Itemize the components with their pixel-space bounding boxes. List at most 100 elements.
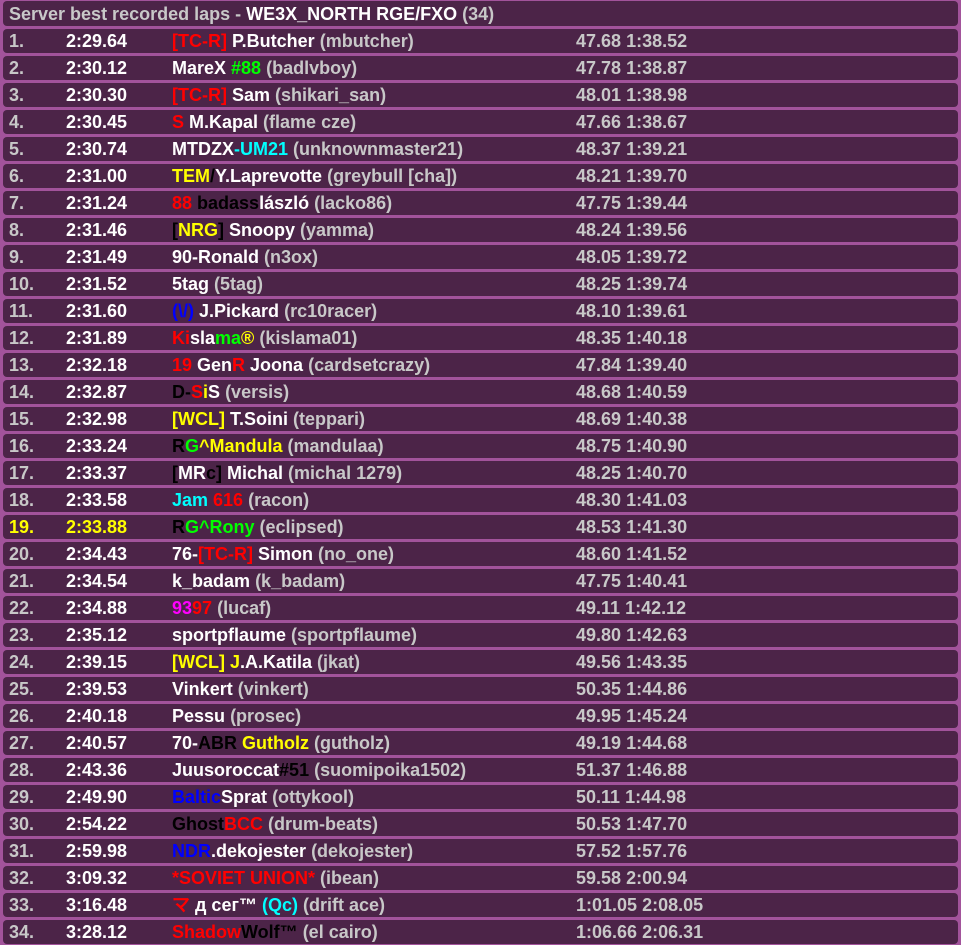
split-2: 1:40.59	[626, 382, 688, 402]
table-row: 21. 2:34.54 k_badam (k_badam) 47.75 1:40.41	[3, 569, 958, 593]
player-name: [WCL] T.Soini (teppari)	[172, 407, 365, 431]
split-times: 47.68 1:38.52	[576, 29, 687, 53]
lap-time: 2:29.64	[66, 31, 128, 51]
split-1: 47.75	[576, 193, 622, 213]
table-row: 10. 2:31.52 5tag (5tag) 48.25 1:39.74	[3, 272, 958, 296]
name-segment: Pessu	[172, 706, 226, 726]
player-name: ShadowWolf™ (el cairo)	[172, 920, 378, 944]
name-segment: G^Rony	[185, 517, 255, 537]
split-2: 1:43.35	[626, 652, 688, 672]
name-segment: MareX	[172, 58, 232, 78]
split-1: 47.84	[576, 355, 622, 375]
player-name: 9397 (lucaf)	[172, 596, 271, 620]
player-name: BalticSprat (ottykool)	[172, 785, 354, 809]
name-segment: Gen	[197, 355, 233, 375]
lap-time: 2:32.18	[66, 355, 128, 375]
player-name: [MRc] Michal (michal 1279)	[172, 461, 402, 485]
rank: 12.	[9, 328, 35, 348]
split-2: 2:00.94	[626, 868, 688, 888]
table-row: 19. 2:33.88 RG^Rony (eclipsed) 48.53 1:41.3…	[3, 515, 958, 539]
split-1: 49.19	[576, 733, 622, 753]
split-2: 1:44.98	[625, 787, 687, 807]
rank: 18.	[9, 490, 35, 510]
table-row: 29. 2:49.90 BalticSprat (ottykool) 50.11 1:…	[3, 785, 958, 809]
rank: 33.	[9, 895, 35, 915]
rank: 5.	[9, 139, 25, 159]
split-1: 47.75	[576, 571, 622, 591]
lap-time: 2:31.49	[66, 247, 128, 267]
lap-time: 2:32.98	[66, 409, 128, 429]
table-row: 5. 2:30.74 MTDZX-UM21 (unknownmaster21) 48.…	[3, 137, 958, 161]
name-segment: #51	[279, 760, 310, 780]
lap-time: 2:59.98	[66, 841, 128, 861]
player-name: D-SiS (versis)	[172, 380, 289, 404]
lap-time: 2:31.60	[66, 301, 128, 321]
name-segment: lászló	[259, 193, 310, 213]
name-segment: -UM21	[234, 139, 289, 159]
table-row: 32. 3:09.32 *SOVIET UNION* (ibean) 59.58 2:…	[3, 866, 958, 890]
split-2: 1:40.18	[626, 328, 688, 348]
split-2: 1:41.52	[626, 544, 688, 564]
name-segment: ABR	[198, 733, 238, 753]
name-segment: Jam	[172, 490, 214, 510]
username: (suomipoika1502)	[314, 760, 467, 780]
name-segment: BCC	[224, 814, 263, 834]
table-row: 3. 2:30.30 [TC-R] Sam (shikari_san) 48.01 1…	[3, 83, 958, 107]
rank: 22.	[9, 598, 35, 618]
name-segment: 76-	[172, 544, 199, 564]
name-segment: Ghost	[172, 814, 224, 834]
split-2: 2:08.05	[642, 895, 704, 915]
name-segment: G	[185, 436, 200, 456]
track-name: WE3X_NORTH RGE/FXO	[246, 4, 458, 24]
split-times: 49.11 1:42.12	[576, 596, 686, 620]
rank: 32.	[9, 868, 35, 888]
split-2: 1:40.41	[626, 571, 688, 591]
split-2: 1:38.98	[626, 85, 688, 105]
player-name: 5tag (5tag)	[172, 272, 263, 296]
name-segment: c]	[206, 463, 223, 483]
split-2: 1:42.12	[625, 598, 687, 618]
split-1: 48.25	[576, 463, 622, 483]
split-1: 47.68	[576, 31, 622, 51]
split-2: 1:39.56	[626, 220, 688, 240]
name-segment: Baltic	[172, 787, 222, 807]
split-1: 49.80	[576, 625, 622, 645]
name-segment: (\/)	[172, 301, 194, 321]
name-segment: *SOVIET UNION*	[172, 868, 316, 888]
split-2: 1:39.21	[626, 139, 688, 159]
split-1: 48.30	[576, 490, 622, 510]
split-2: 1:39.44	[626, 193, 688, 213]
lap-time: 2:30.45	[66, 112, 128, 132]
lap-time: 2:54.22	[66, 814, 128, 834]
split-2: 1:44.86	[626, 679, 688, 699]
lap-time: 2:30.12	[66, 58, 128, 78]
player-name: sportpflaume (sportpflaume)	[172, 623, 417, 647]
split-times: 1:06.66 2:06.31	[576, 920, 703, 944]
split-1: 48.35	[576, 328, 622, 348]
split-2: 1:45.24	[626, 706, 688, 726]
player-name: 76-[TC-R] Simon (no_one)	[172, 542, 394, 566]
split-1: 47.78	[576, 58, 622, 78]
lap-time: 2:31.46	[66, 220, 128, 240]
name-segment: Juusoroccat	[172, 760, 280, 780]
name-segment: ma	[215, 328, 242, 348]
split-2: 2:06.31	[642, 922, 704, 942]
username: (flame cze)	[263, 112, 357, 132]
lap-time: 3:09.32	[66, 868, 128, 888]
table-row: 20. 2:34.43 76-[TC-R] Simon (no_one) 48.60 …	[3, 542, 958, 566]
split-1: 50.11	[576, 787, 621, 807]
player-name: Juusoroccat#51 (suomipoika1502)	[172, 758, 466, 782]
rank: 30.	[9, 814, 35, 834]
username: (lucaf)	[217, 598, 272, 618]
lap-time: 2:40.18	[66, 706, 128, 726]
split-2: 1:39.61	[626, 301, 688, 321]
username: (vinkert)	[237, 679, 309, 699]
lap-time: 2:32.87	[66, 382, 128, 402]
table-row: 16. 2:33.24 RG^Mandula (mandulaa) 48.75 1:4…	[3, 434, 958, 458]
name-segment: [	[172, 220, 178, 240]
rank: 14.	[9, 382, 35, 402]
username: (versis)	[225, 382, 290, 402]
split-1: 48.53	[576, 517, 622, 537]
split-1: 48.75	[576, 436, 622, 456]
split-times: 49.80 1:42.63	[576, 623, 687, 647]
